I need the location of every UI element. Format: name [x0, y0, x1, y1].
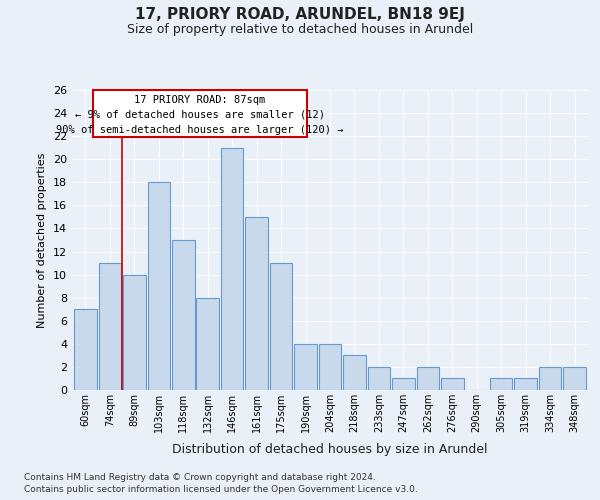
Bar [98, 263, 121, 390]
FancyBboxPatch shape [92, 90, 307, 136]
Bar [368, 367, 390, 390]
Bar [441, 378, 464, 390]
Bar [196, 298, 219, 390]
Bar [343, 356, 366, 390]
Text: 90% of semi-detached houses are larger (120) →: 90% of semi-detached houses are larger (… [56, 124, 343, 134]
Bar [172, 240, 194, 390]
Bar [514, 378, 537, 390]
Bar [294, 344, 317, 390]
Bar [245, 217, 268, 390]
Bar [416, 367, 439, 390]
Text: 17, PRIORY ROAD, ARUNDEL, BN18 9EJ: 17, PRIORY ROAD, ARUNDEL, BN18 9EJ [135, 8, 465, 22]
Bar [148, 182, 170, 390]
Bar [539, 367, 562, 390]
Text: 17 PRIORY ROAD: 87sqm: 17 PRIORY ROAD: 87sqm [134, 95, 265, 105]
Bar [123, 274, 146, 390]
Bar [490, 378, 512, 390]
Text: Contains public sector information licensed under the Open Government Licence v3: Contains public sector information licen… [24, 485, 418, 494]
Bar [563, 367, 586, 390]
Text: Distribution of detached houses by size in Arundel: Distribution of detached houses by size … [172, 442, 488, 456]
Bar [319, 344, 341, 390]
Bar [270, 263, 292, 390]
Bar [74, 309, 97, 390]
Text: ← 9% of detached houses are smaller (12): ← 9% of detached houses are smaller (12) [75, 109, 325, 119]
Text: Contains HM Land Registry data © Crown copyright and database right 2024.: Contains HM Land Registry data © Crown c… [24, 472, 376, 482]
Bar [221, 148, 244, 390]
Y-axis label: Number of detached properties: Number of detached properties [37, 152, 47, 328]
Bar [392, 378, 415, 390]
Text: Size of property relative to detached houses in Arundel: Size of property relative to detached ho… [127, 22, 473, 36]
